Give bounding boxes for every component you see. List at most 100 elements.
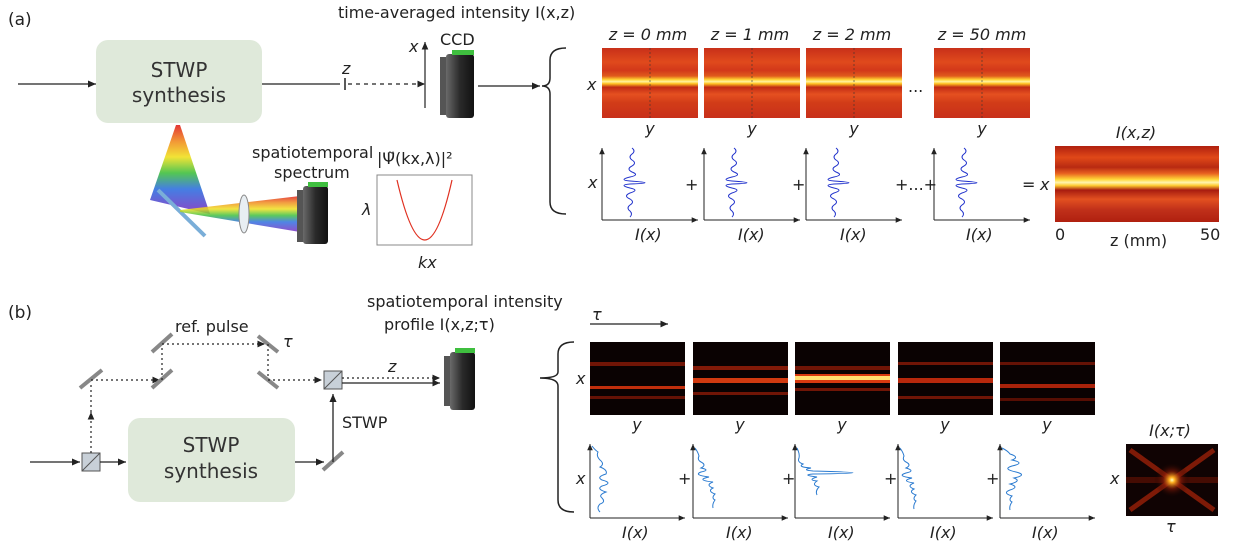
result-xmax-a: 50 — [1200, 225, 1220, 244]
lens-a — [238, 194, 250, 234]
frame-title-a-3: z = 2 mm — [812, 25, 891, 44]
plus-b-1: + — [678, 469, 691, 488]
plus-b-2: + — [782, 469, 795, 488]
frame-xlabel-a-3: y — [848, 119, 859, 138]
profile-xlabel-a-2: I(x) — [738, 225, 765, 244]
profile-plot-b-2: I(x) — [690, 444, 788, 542]
spectrum-camera-a — [297, 182, 328, 244]
mirror-ref-3 — [150, 332, 174, 354]
profile-xlabel-b-2: I(x) — [726, 523, 753, 542]
x-label-a: x — [408, 37, 419, 56]
frame-b-2: y — [693, 342, 788, 434]
ccd-label: CCD — [440, 30, 475, 49]
frame-b-5: y — [1000, 342, 1095, 434]
tau-delay-label: τ — [283, 332, 293, 351]
stwp-label-b: STWP — [342, 413, 388, 432]
frame-b-1: y — [590, 342, 685, 434]
plus-b-4: + — [986, 469, 999, 488]
spectrum-plot-frame — [376, 174, 473, 246]
synthesis-label-line1-b: STWP — [183, 433, 240, 457]
frame-ylabel-a: x — [586, 75, 597, 94]
frame-xlabel-b-5: y — [1041, 415, 1052, 434]
heading-time-averaged: time-averaged intensity I(x,z) — [338, 3, 575, 22]
ref-pulse-label: ref. pulse — [175, 317, 249, 336]
stwp-synthesis-box-a — [96, 40, 262, 123]
result-xlabel-b: τ — [1166, 517, 1176, 536]
plus-a-2: + — [792, 175, 805, 194]
z-label-b: z — [387, 357, 397, 376]
frame-a-1: z = 0 mm y — [602, 25, 698, 138]
frame-b-3: y — [795, 342, 890, 434]
result-image-a — [1055, 146, 1219, 222]
z-label-a: z — [341, 59, 351, 78]
camera-b — [444, 348, 475, 410]
result-title-a: I(x,z) — [1116, 123, 1156, 142]
profile-plot-b-3: I(x) — [792, 444, 890, 542]
ccd-camera-a — [440, 50, 474, 118]
panel-b-label: (b) — [8, 303, 32, 323]
profile-ylabel-b-1: x — [575, 469, 586, 488]
frame-a-3: z = 2 mm y — [806, 25, 902, 138]
tau-arrow-label: τ — [592, 305, 602, 324]
result-xlabel-a: z (mm) — [1110, 231, 1167, 250]
frame-xlabel-b-4: y — [939, 415, 950, 434]
profile-plot-b-1: x I(x) — [575, 444, 685, 542]
frame-title-a-1: z = 0 mm — [608, 25, 687, 44]
profile-xlabel-a-1: I(x) — [635, 225, 662, 244]
frame-xlabel-a-2: y — [746, 119, 757, 138]
frame-title-a-4: z = 50 mm — [937, 25, 1027, 44]
result-ylabel-a: x — [1039, 175, 1050, 194]
profile-plot-b-5: I(x) — [997, 444, 1095, 542]
plus-dots-a: +...+ — [895, 175, 937, 194]
panel-a-label: (a) — [8, 10, 32, 30]
spectrum-xlabel: kx — [418, 253, 437, 272]
profile-ylabel-a-1: x — [587, 173, 598, 192]
frame-xlabel-b-2: y — [734, 415, 745, 434]
profile-xlabel-b-3: I(x) — [828, 523, 855, 542]
spectrum-dispersion-a — [150, 125, 300, 238]
frame-a-2: z = 1 mm y — [704, 25, 800, 138]
result-xmin-a: 0 — [1055, 225, 1065, 244]
frame-b-4: y — [898, 342, 993, 434]
spectrum-ylabel: λ — [361, 200, 371, 219]
profile-plot-a-2: I(x) — [701, 147, 800, 244]
profile-plot-b-4: I(x) — [895, 444, 993, 542]
ellipsis-a: ... — [908, 77, 923, 96]
heading-b-line2: profile I(x,z;τ) — [384, 315, 495, 334]
profile-xlabel-b-1: I(x) — [622, 523, 649, 542]
frame-xlabel-a-4: y — [976, 119, 987, 138]
profile-xlabel-a-3: I(x) — [840, 225, 867, 244]
synthesis-label-line2-b: synthesis — [164, 459, 258, 483]
profile-plot-a-4: I(x) — [931, 147, 1030, 244]
frame-xlabel-b-3: y — [836, 415, 847, 434]
spectrum-title: |Ψ̃(kx,λ)|² — [377, 149, 453, 168]
result-image-b — [1126, 444, 1218, 516]
profile-plot-a-1: x I(x) — [587, 147, 698, 244]
spectrum-label-line1: spatiotemporal — [252, 143, 373, 162]
profile-plot-a-3: I(x) — [803, 147, 902, 244]
frame-title-a-2: z = 1 mm — [710, 25, 789, 44]
brace-a — [541, 47, 567, 215]
heading-b-line1: spatiotemporal intensity — [367, 292, 563, 311]
grating-mirror — [156, 188, 207, 238]
spectrum-parabola — [396, 179, 453, 241]
synthesis-label-line1-a: STWP — [151, 58, 208, 82]
frame-xlabel-b-1: y — [631, 415, 642, 434]
frame-ylabel-b: x — [575, 369, 586, 388]
plus-a-1: + — [685, 175, 698, 194]
brace-b — [539, 341, 575, 513]
result-title-b: I(x;τ) — [1149, 421, 1191, 440]
mirror-ref-1 — [78, 368, 104, 390]
profile-xlabel-b-5: I(x) — [1032, 523, 1059, 542]
result-ylabel-b: x — [1109, 469, 1120, 488]
equals-a: = — [1022, 175, 1035, 194]
frame-a-4: z = 50 mm y — [934, 25, 1030, 138]
synthesis-label-line2-a: synthesis — [132, 83, 226, 107]
profile-xlabel-b-4: I(x) — [930, 523, 957, 542]
profile-xlabel-a-4: I(x) — [966, 225, 993, 244]
spectrum-label-line2: spectrum — [274, 163, 350, 182]
plus-b-3: + — [884, 469, 897, 488]
stwp-synthesis-box-b — [128, 418, 295, 502]
frame-xlabel-a-1: y — [644, 119, 655, 138]
